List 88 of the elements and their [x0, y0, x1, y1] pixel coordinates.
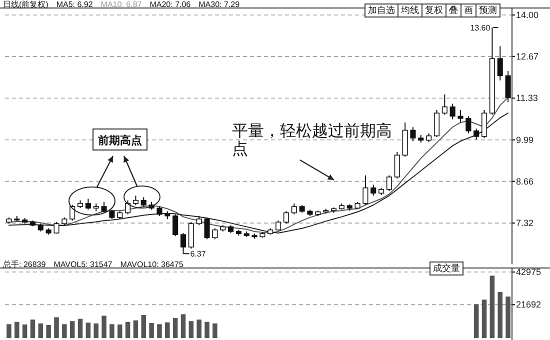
- annotation: 前期高点: [97, 134, 142, 147]
- candlestick: [505, 70, 511, 103]
- candlestick: [497, 46, 503, 81]
- candlestick: [442, 94, 448, 116]
- candlestick: [291, 202, 297, 215]
- candlestick: [458, 109, 464, 123]
- candlestick: [394, 152, 400, 180]
- y-tick-label: 11.33: [516, 93, 538, 104]
- candlestick: [132, 195, 138, 206]
- bar: [117, 324, 122, 338]
- bar: [86, 322, 91, 338]
- bar: [204, 322, 210, 338]
- y-tick-label: 7.32: [516, 218, 534, 228]
- bar: [180, 314, 186, 338]
- candlestick: [370, 184, 376, 196]
- candlestick: [450, 103, 456, 120]
- text: MA30: 7.29: [198, 0, 240, 9]
- text: MA5: 6.92: [56, 0, 94, 9]
- bar: [78, 318, 83, 338]
- bar: [54, 317, 59, 338]
- bar: [141, 314, 146, 338]
- candlestick: [283, 210, 290, 224]
- candlestick: [410, 126, 416, 142]
- bar: [30, 320, 36, 338]
- annotation: 总手: 26839: [2, 260, 46, 269]
- candlestick: [140, 196, 146, 208]
- bar: [212, 323, 218, 338]
- bar: [482, 300, 487, 338]
- text: 日线(前复权): [3, 0, 49, 9]
- annotation: 叠: [449, 5, 458, 15]
- candlestick: [156, 206, 162, 216]
- y-tick-label: 12.67: [516, 51, 539, 62]
- annotation: MAVOL10: 36475: [120, 260, 184, 269]
- candlestick: [204, 216, 210, 240]
- text: MA10: 6.87: [100, 0, 142, 9]
- candlestick: [196, 215, 202, 226]
- annotation: 13.60: [470, 23, 491, 32]
- annotation: 画: [464, 5, 473, 15]
- bar: [38, 323, 44, 338]
- annotation: 平量，轻松越过前期高点: [232, 122, 392, 158]
- annotation: 复权: [425, 5, 443, 15]
- bar: [506, 296, 510, 338]
- candlestick: [434, 109, 440, 138]
- y-tick-label: 8.66: [516, 176, 534, 186]
- annotation: 预测: [479, 5, 497, 15]
- candlestick: [172, 214, 178, 237]
- annotation: 6.37: [190, 250, 206, 259]
- candlestick: [386, 174, 392, 192]
- bar: [498, 292, 502, 338]
- bar: [149, 322, 154, 338]
- bar: [490, 276, 495, 338]
- candlestick: [125, 200, 131, 215]
- bar: [474, 304, 479, 338]
- bar: [157, 324, 162, 338]
- bar: [62, 324, 67, 338]
- bar: [172, 318, 178, 338]
- bar: [133, 320, 138, 338]
- y-tick-label: 9.99: [516, 134, 534, 145]
- candlestick: [481, 109, 488, 139]
- bar: [94, 323, 98, 338]
- annotation: MAVOL5: 31547: [54, 260, 113, 269]
- candlestick: [362, 174, 368, 206]
- bar: [188, 321, 194, 338]
- bar: [102, 316, 106, 338]
- bar: [70, 321, 75, 338]
- candlestick: [466, 116, 472, 134]
- candlestick: [109, 209, 115, 220]
- annotation: 成交量: [433, 263, 460, 273]
- bar: [14, 322, 20, 338]
- candlestick: [101, 201, 107, 214]
- candlestick: [212, 228, 218, 240]
- candlestick: [188, 222, 194, 250]
- candlestick: [70, 204, 76, 222]
- candlestick: [474, 128, 480, 140]
- bar: [196, 320, 202, 338]
- bar: [165, 322, 170, 338]
- y-tick-label: 42975: [516, 267, 542, 278]
- bar: [125, 322, 130, 338]
- bar: [6, 324, 12, 338]
- annotation: 加自选: [368, 5, 395, 15]
- bar: [22, 324, 28, 338]
- y-tick-label: 14.00: [516, 10, 539, 20]
- bar: [110, 324, 114, 338]
- annotation: 均线: [400, 5, 419, 15]
- candlestick: [85, 198, 91, 210]
- text: MA20: 7.06: [150, 0, 192, 9]
- bar: [46, 324, 51, 338]
- y-tick-label: 21692: [516, 300, 542, 310]
